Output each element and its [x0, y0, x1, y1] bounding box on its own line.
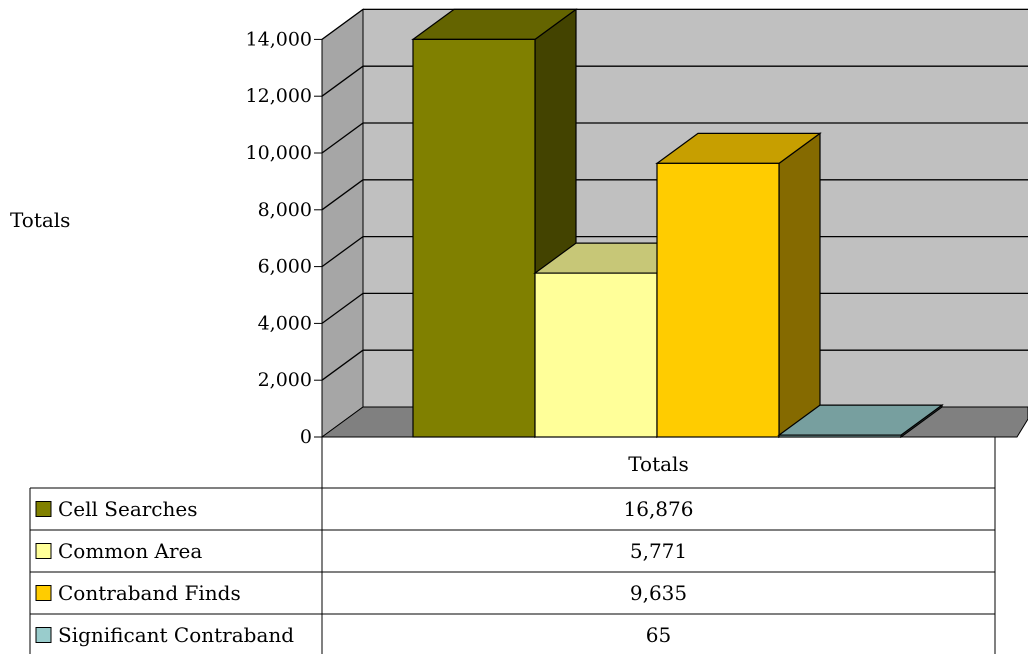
y-tick-label: 6,000 — [258, 256, 312, 278]
bar-front — [534, 272, 658, 438]
legend-swatch — [35, 627, 52, 643]
bar — [655, 132, 822, 439]
data-table: Totals Cell Searches 16,876 Common Area 5,77… — [29, 437, 996, 657]
y-tick-label: 10,000 — [246, 142, 312, 164]
y-tick-label: 4,000 — [258, 312, 312, 334]
side-wall — [321, 8, 364, 438]
table-column-header: Totals — [628, 452, 688, 476]
legend-label: Cell Searches — [58, 497, 198, 521]
y-tick-label: 2,000 — [258, 369, 312, 391]
bar — [411, 8, 578, 439]
gridline-side — [321, 236, 364, 268]
bars — [411, 8, 944, 439]
legend-swatch — [35, 543, 52, 559]
y-axis: 0 2,000 4,000 6,000 8,000 10,000 12,000 14,000 — [246, 28, 323, 448]
gridline-side — [321, 292, 364, 324]
y-tick-label: 12,000 — [246, 85, 312, 107]
legend-label: Common Area — [58, 539, 202, 563]
bar-front — [778, 434, 902, 438]
bar-side — [778, 132, 821, 439]
y-axis-title: Totals — [10, 208, 70, 232]
legend-swatch — [35, 585, 52, 601]
bar — [777, 403, 944, 439]
legend-label: Significant Contraband — [58, 623, 294, 647]
gridline-side — [321, 65, 364, 97]
table-grid — [29, 437, 996, 657]
y-tick-label: 0 — [300, 426, 312, 448]
gridline-side — [321, 122, 364, 154]
gridline-side — [321, 179, 364, 211]
table-value: 65 — [646, 623, 671, 647]
bar-front — [656, 162, 780, 438]
gridline-side — [321, 8, 364, 40]
legend-swatch — [35, 501, 52, 517]
legend-label: Contraband Finds — [58, 581, 241, 605]
gridline-side — [321, 349, 364, 381]
bar-front — [412, 38, 536, 438]
table-value: 9,635 — [630, 581, 687, 605]
table-value: 16,876 — [624, 497, 694, 521]
y-tick-label: 14,000 — [246, 28, 312, 50]
table-value: 5,771 — [630, 539, 687, 563]
y-tick-label: 8,000 — [258, 199, 312, 221]
